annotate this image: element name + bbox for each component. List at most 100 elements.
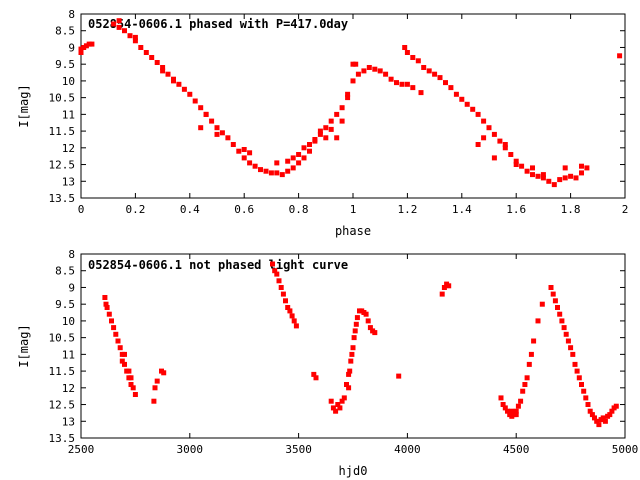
data-point: [561, 325, 567, 331]
data-point: [317, 131, 323, 137]
data-point: [290, 165, 296, 171]
data-point: [287, 308, 293, 314]
data-point: [372, 66, 378, 72]
data-point: [279, 172, 285, 178]
data-point: [579, 382, 584, 387]
data-point: [410, 85, 416, 91]
data-point: [353, 61, 359, 67]
data-point: [607, 412, 613, 418]
y-tick-label: 11: [62, 108, 75, 121]
data-point: [106, 311, 112, 317]
phased-data-points: [78, 18, 623, 188]
data-point: [301, 145, 307, 151]
y-tick-label: 12: [62, 382, 75, 395]
y-tick-label: 10: [62, 75, 75, 88]
data-point: [552, 298, 558, 304]
data-point: [138, 45, 144, 50]
data-point: [192, 98, 198, 104]
data-point: [539, 301, 545, 307]
data-point: [78, 50, 84, 55]
data-point: [522, 382, 528, 387]
data-point: [535, 173, 541, 179]
data-point: [475, 111, 481, 117]
data-point: [562, 165, 568, 171]
data-point: [426, 68, 432, 74]
data-point: [568, 345, 574, 351]
data-point: [116, 24, 122, 30]
data-point: [363, 311, 369, 317]
unphased-y-axis-label: I[mag]: [17, 324, 31, 367]
data-point: [83, 43, 89, 49]
data-point: [165, 71, 171, 77]
y-tick-label: 9.5: [55, 298, 75, 311]
data-point: [513, 158, 519, 164]
data-point: [209, 118, 215, 124]
data-point: [617, 53, 623, 59]
data-point: [154, 378, 160, 384]
data-point: [346, 371, 352, 377]
data-point: [459, 96, 465, 102]
data-point: [307, 142, 312, 147]
data-point: [152, 385, 158, 391]
data-point: [513, 412, 519, 418]
data-point: [132, 38, 138, 44]
y-tick-label: 8: [68, 248, 75, 261]
data-point: [520, 388, 526, 394]
data-point: [293, 323, 299, 329]
data-point: [317, 128, 323, 134]
x-tick-label: 2: [622, 203, 629, 216]
data-point: [498, 395, 504, 401]
data-point: [203, 111, 209, 117]
data-point: [323, 135, 329, 141]
data-point: [117, 345, 123, 351]
phased-y-axis-label: I[mag]: [17, 84, 31, 127]
data-point: [128, 375, 134, 381]
data-point: [258, 167, 263, 173]
data-point: [540, 172, 546, 178]
data-point: [579, 170, 584, 176]
data-point: [289, 313, 295, 319]
data-point: [594, 418, 600, 424]
data-point: [583, 395, 589, 401]
data-point: [570, 351, 576, 357]
y-tick-label: 10: [62, 315, 75, 328]
data-point: [311, 371, 317, 377]
data-point: [113, 331, 119, 337]
data-point: [122, 361, 127, 367]
data-point: [443, 80, 448, 86]
data-point: [396, 373, 402, 379]
data-point: [187, 91, 193, 97]
y-tick-label: 12.5: [49, 159, 76, 172]
data-point: [252, 163, 258, 169]
data-point: [132, 34, 138, 40]
data-point: [388, 76, 394, 82]
data-point: [350, 61, 356, 67]
data-point: [421, 65, 427, 70]
x-tick-label: 0.2: [125, 203, 145, 216]
data-point: [394, 80, 399, 86]
data-point: [225, 135, 231, 141]
data-point: [241, 155, 247, 161]
y-tick-label: 8.5: [55, 265, 75, 278]
data-point: [341, 395, 347, 401]
data-point: [81, 45, 87, 50]
data-point: [513, 162, 519, 167]
data-point: [351, 335, 357, 341]
data-point: [524, 168, 530, 174]
data-point: [274, 271, 280, 277]
data-point: [481, 118, 487, 124]
data-point: [132, 392, 138, 397]
data-point: [530, 172, 535, 178]
data-point: [361, 68, 367, 74]
data-point: [349, 351, 355, 357]
data-point: [526, 361, 532, 367]
data-point: [509, 408, 515, 414]
data-point: [236, 148, 242, 154]
data-point: [230, 142, 236, 147]
data-point: [350, 345, 356, 351]
data-point: [418, 90, 424, 96]
data-point: [337, 405, 343, 411]
data-point: [345, 91, 351, 97]
data-point: [149, 55, 155, 60]
data-point: [296, 160, 302, 166]
